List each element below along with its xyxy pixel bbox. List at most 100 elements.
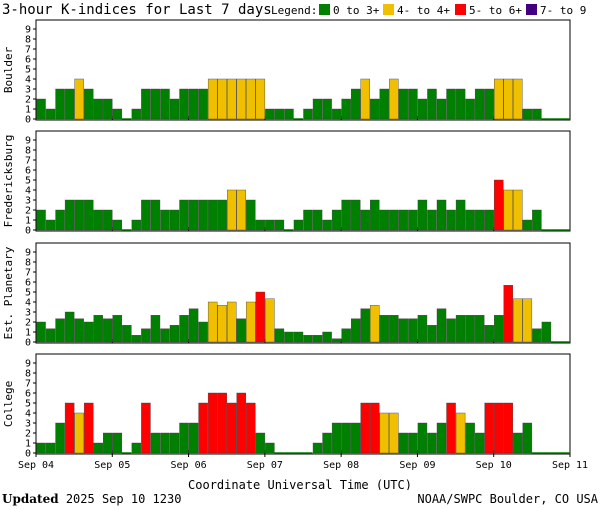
bar xyxy=(217,78,227,120)
panel-frame xyxy=(35,130,571,232)
bar xyxy=(389,78,399,120)
bar xyxy=(350,199,361,231)
bar xyxy=(255,432,266,454)
bar xyxy=(293,331,304,343)
bar xyxy=(169,325,180,343)
bar xyxy=(141,199,151,231)
y-tick-label: 1 xyxy=(25,439,31,450)
bar xyxy=(179,315,189,343)
x-tick-label: Sep 11 xyxy=(552,460,588,471)
legend: Legend: 0 to 3+ 4- to 4+ 5- to 6+ 7- to 9 xyxy=(271,4,586,17)
chart-title: 3-hour K-indices for Last 7 days xyxy=(2,2,272,18)
bar xyxy=(484,402,494,454)
bar xyxy=(227,189,237,231)
series-label: Est. Planetary xyxy=(2,246,15,339)
legend-swatch-3 xyxy=(526,4,537,15)
y-tick-label: 0 xyxy=(25,115,31,126)
bar xyxy=(74,78,84,120)
bar xyxy=(522,422,533,454)
bar xyxy=(179,422,189,454)
bar xyxy=(389,315,399,343)
bar xyxy=(532,108,542,120)
y-tick-label: 1 xyxy=(25,216,31,227)
bar xyxy=(417,315,428,343)
bar xyxy=(55,422,65,454)
bar xyxy=(188,308,199,343)
bar xyxy=(188,199,199,231)
bar xyxy=(217,305,227,343)
y-tick-label: 9 xyxy=(25,359,31,370)
bar xyxy=(532,328,542,343)
bar xyxy=(360,209,370,231)
y-tick-label: 5 xyxy=(25,176,31,187)
bar xyxy=(360,308,370,343)
bar xyxy=(274,328,285,343)
bar xyxy=(227,301,237,343)
bar xyxy=(494,315,504,343)
bar xyxy=(427,432,437,454)
bar xyxy=(484,88,494,120)
x-tick-label: Sep 06 xyxy=(171,460,207,471)
bar xyxy=(103,432,113,454)
bar xyxy=(436,308,447,343)
bar xyxy=(64,199,75,231)
panel-frame xyxy=(35,242,571,344)
bar xyxy=(265,219,275,231)
y-tick-label: 1 xyxy=(25,328,31,339)
bar xyxy=(322,432,332,454)
k-index-chart: 3-hour K-indices for Last 7 days Legend:… xyxy=(2,2,588,490)
bar xyxy=(169,98,180,120)
bar xyxy=(293,219,304,231)
y-tick-label: 6 xyxy=(25,278,31,289)
y-tick-label: 6 xyxy=(25,55,31,66)
bar xyxy=(312,98,323,120)
bar xyxy=(465,98,475,120)
legend-item-1: 4- to 4+ xyxy=(397,4,450,17)
bar xyxy=(141,328,151,343)
bar xyxy=(36,98,46,120)
bar xyxy=(446,209,456,231)
bar xyxy=(74,318,84,343)
bar xyxy=(255,291,266,343)
legend-item-0: 0 to 3+ xyxy=(333,4,380,17)
bar xyxy=(427,88,437,120)
bar xyxy=(246,199,256,231)
bar xyxy=(341,328,351,343)
bar xyxy=(408,318,418,343)
bar xyxy=(169,432,180,454)
y-tick-label: 2 xyxy=(25,95,31,106)
bar xyxy=(160,88,170,120)
bar xyxy=(503,189,513,231)
bar xyxy=(246,301,256,343)
x-tick-label: Sep 09 xyxy=(399,460,435,471)
y-tick-label: 8 xyxy=(25,258,31,269)
bar xyxy=(246,402,256,454)
bar xyxy=(207,78,218,120)
bar xyxy=(427,209,437,231)
bar xyxy=(436,422,447,454)
bar xyxy=(494,402,504,454)
bar xyxy=(331,422,342,454)
bar xyxy=(188,88,199,120)
bar xyxy=(522,298,533,343)
y-tick-label: 1 xyxy=(25,105,31,116)
bar xyxy=(341,199,351,231)
bar xyxy=(55,88,65,120)
y-tick-label: 4 xyxy=(25,75,31,86)
bar xyxy=(188,422,199,454)
bar xyxy=(217,392,227,454)
bar xyxy=(455,88,466,120)
bar xyxy=(350,422,361,454)
bar xyxy=(169,209,180,231)
bar xyxy=(331,209,342,231)
updated-label: Updated xyxy=(2,492,59,506)
y-tick-label: 3 xyxy=(25,196,31,207)
bar xyxy=(389,412,399,454)
y-tick-label: 0 xyxy=(25,226,31,237)
bar xyxy=(303,209,313,231)
bar xyxy=(150,199,161,231)
y-tick-label: 3 xyxy=(25,419,31,430)
